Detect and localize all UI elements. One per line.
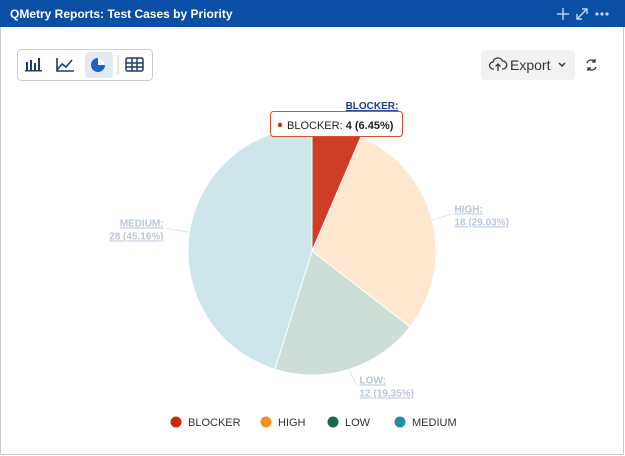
tooltip-value: 4 (6.45%) xyxy=(346,120,394,132)
more-icon[interactable] xyxy=(595,12,609,16)
leader-line xyxy=(431,213,452,221)
export-caret xyxy=(558,62,566,68)
pie-slice xyxy=(187,126,313,370)
expand-icon[interactable] xyxy=(576,8,588,20)
tooltip-marker xyxy=(277,122,283,128)
export-button[interactable] xyxy=(481,50,575,80)
slice-label-name: BLOCKER: xyxy=(346,101,399,112)
legend-marker xyxy=(260,416,272,428)
leader-line xyxy=(348,369,357,386)
slice-label-value: 28 (45.16%) xyxy=(109,231,163,242)
legend-marker xyxy=(394,416,406,428)
pie xyxy=(187,126,437,376)
table-view-button[interactable] xyxy=(125,57,144,72)
slice-label-name: LOW: xyxy=(360,375,386,386)
slice-label-value: 12 (19.35%) xyxy=(360,388,414,399)
tooltip-category: BLOCKER: xyxy=(287,120,343,132)
tooltip-box xyxy=(270,111,403,137)
legend-label: LOW xyxy=(345,417,371,429)
move-icon[interactable] xyxy=(557,8,569,20)
leader-line xyxy=(166,228,190,233)
slice-label-name: MEDIUM: xyxy=(120,218,164,229)
slice-label-value: 18 (29.03%) xyxy=(454,217,508,228)
tooltip-text: BLOCKER: 4 (6.45%) xyxy=(287,120,394,132)
legend-label: HIGH xyxy=(278,417,306,429)
header-bar xyxy=(0,0,625,27)
legend-label: MEDIUM xyxy=(412,417,457,429)
widget-title: QMetry Reports: Test Cases by Priority xyxy=(10,7,233,21)
slice-label-name: HIGH: xyxy=(454,204,482,215)
export-label: Export xyxy=(510,57,551,73)
export-icon xyxy=(488,57,508,71)
legend: BLOCKER HIGH LOW MEDIUM xyxy=(170,416,457,429)
pie-slice xyxy=(311,136,437,328)
refresh-button[interactable] xyxy=(586,59,597,71)
bar-view-button[interactable] xyxy=(25,58,42,72)
line-view-button[interactable] xyxy=(56,58,74,72)
legend-marker xyxy=(327,416,339,428)
pie-slice xyxy=(274,250,411,376)
tooltip: BLOCKER: 4 (6.45%) xyxy=(270,111,403,137)
pie-view-icon xyxy=(91,58,105,72)
legend-marker xyxy=(170,416,182,428)
legend-label: BLOCKER xyxy=(188,417,241,429)
